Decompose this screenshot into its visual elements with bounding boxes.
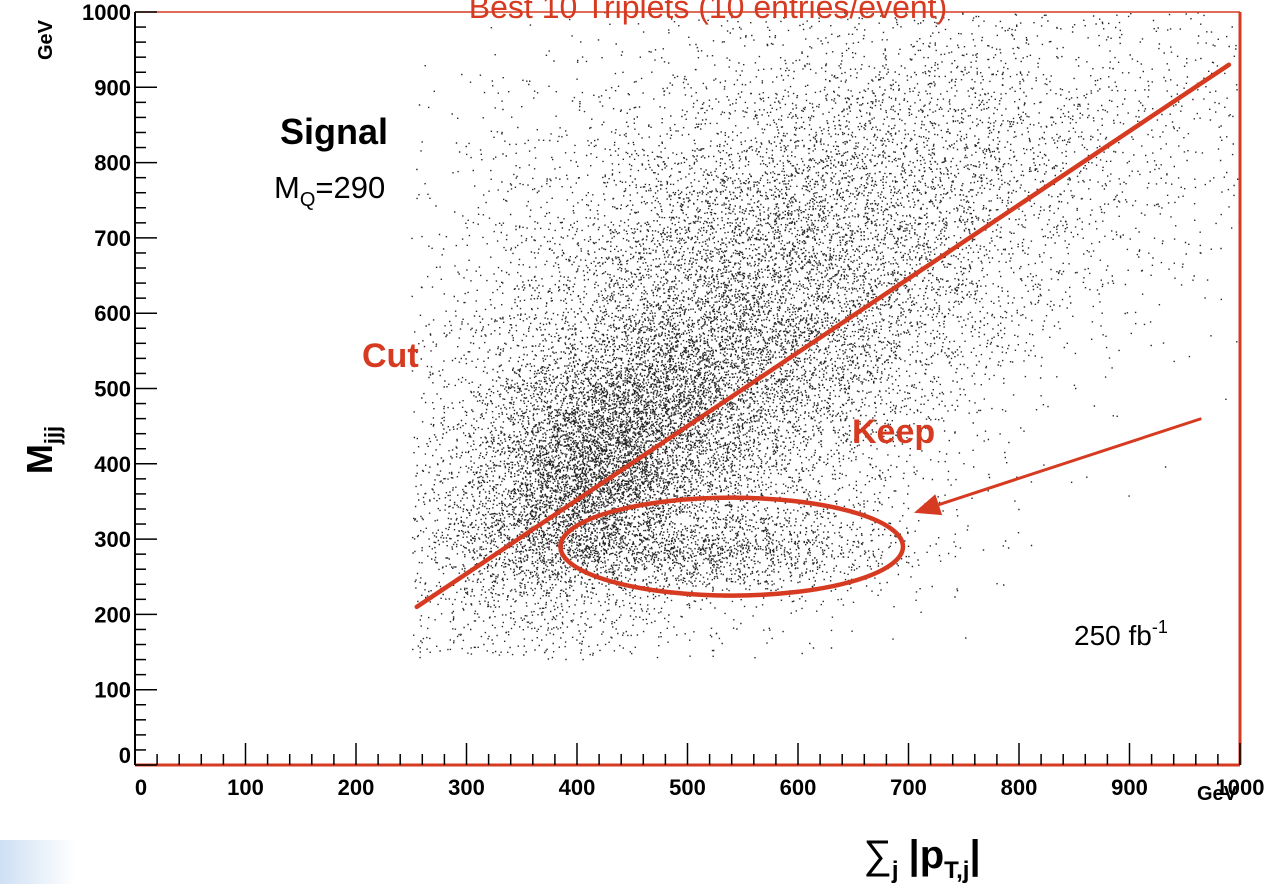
x-tick-label: 800 (1001, 775, 1038, 800)
y-tick-labels: 0 100 200 300 400 500 600 700 800 900 1000 (82, 0, 131, 768)
y-axis-label: Mjjj (19, 426, 65, 474)
x-label-sigma: ∑ (863, 833, 892, 877)
keep-ellipse (558, 495, 906, 598)
y-tick-label: 500 (94, 377, 131, 402)
y-tick-label: 0 (119, 743, 131, 768)
x-unit-label: GeV (1197, 783, 1238, 805)
x-label-rest-sub: T,j (944, 857, 969, 884)
x-tick-label: 200 (338, 775, 375, 800)
x-tick-label: 900 (1111, 775, 1148, 800)
y-tick-label: 300 (94, 527, 131, 552)
y-tick-label: 100 (94, 678, 131, 703)
mass-sub: Q (300, 189, 316, 211)
svg-text:Mjjj: Mjjj (19, 426, 65, 474)
keep-arrow-head (914, 494, 943, 516)
y-tick-label: 700 (94, 226, 131, 251)
tick-marks (134, 11, 1241, 766)
y-tick-label: 600 (94, 301, 131, 326)
y-label-sub: jjj (40, 426, 65, 445)
x-tick-label: 500 (669, 775, 706, 800)
x-axis-label: ∑j |pT,j| (863, 833, 980, 884)
x-label-rest: |p (909, 833, 945, 877)
keep-arrow-shaft (938, 417, 1202, 507)
annotations (414, 62, 1232, 610)
y-tick-label: 800 (94, 151, 131, 176)
keep-label: Keep (852, 413, 935, 451)
cut-line (414, 62, 1232, 610)
x-tick-labels: 0 100 200 300 400 500 600 700 800 900 1000 (135, 775, 1265, 800)
x-tick-label: 1000 (1216, 775, 1265, 800)
lumi-label: 250 fb-1 (1074, 617, 1168, 651)
x-label-rest-end: | (969, 833, 980, 877)
lumi-value: 250 fb (1074, 620, 1152, 651)
y-tick-label: 900 (94, 75, 131, 100)
x-label-sub: j (891, 857, 899, 884)
x-tick-label: 600 (780, 775, 817, 800)
y-tick-label: 400 (94, 452, 131, 477)
x-tick-label: 0 (135, 775, 147, 800)
x-tick-label: 700 (890, 775, 927, 800)
mass-value: =290 (315, 170, 385, 205)
x-tick-label: 300 (448, 775, 485, 800)
lumi-sup: -1 (1152, 617, 1168, 637)
corner-tint (0, 840, 75, 884)
y-unit-label: GeV (35, 19, 57, 60)
cut-label: Cut (362, 337, 419, 375)
chart-title: Best 10 Triplets (10 entries/event) (469, 0, 947, 25)
x-tick-label: 400 (559, 775, 596, 800)
y-tick-label: 1000 (82, 0, 131, 25)
y-label-main: M (19, 444, 60, 474)
signal-label: Signal (280, 111, 388, 152)
x-tick-label: 100 (227, 775, 264, 800)
mass-prefix: M (274, 170, 300, 205)
y-tick-label: 200 (94, 602, 131, 627)
mass-label: MQ=290 (274, 170, 385, 211)
